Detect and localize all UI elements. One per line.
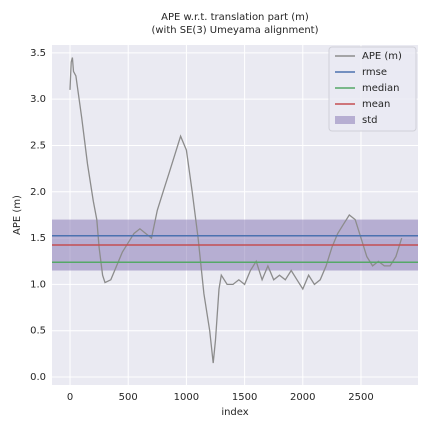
legend-label: rmse	[362, 67, 387, 78]
legend-swatch	[335, 116, 355, 124]
y-tick-label: 3.5	[30, 48, 46, 59]
legend-label: median	[362, 83, 400, 94]
y-tick-label: 2.0	[30, 187, 46, 198]
ape-line	[69, 57, 403, 364]
x-tick-label: 1000	[174, 392, 199, 403]
y-tick-label: 1.0	[30, 279, 46, 290]
legend-label: APE (m)	[362, 51, 402, 62]
x-tick-label: 1500	[232, 392, 257, 403]
x-tick-label: 2000	[290, 392, 315, 403]
y-tick-label: 3.0	[30, 94, 46, 105]
x-tick-label: 2500	[348, 392, 373, 403]
legend-box	[328, 46, 417, 132]
y-tick-label: 0.0	[30, 372, 46, 383]
y-tick-label: 2.5	[30, 140, 46, 151]
x-tick-label: 0	[67, 392, 73, 403]
chart-subtitle: (with SE(3) Umeyama alignment)	[151, 25, 318, 36]
x-axis-label: index	[221, 407, 248, 418]
y-axis-label: APE (m)	[12, 195, 23, 235]
y-tick-label: 0.5	[30, 326, 46, 337]
y-tick-label: 1.5	[30, 233, 46, 244]
legend-label: mean	[362, 99, 390, 110]
legend-label: std	[362, 115, 377, 126]
chart-title: APE w.r.t. translation part (m)	[161, 12, 309, 23]
x-tick-label: 500	[119, 392, 138, 403]
